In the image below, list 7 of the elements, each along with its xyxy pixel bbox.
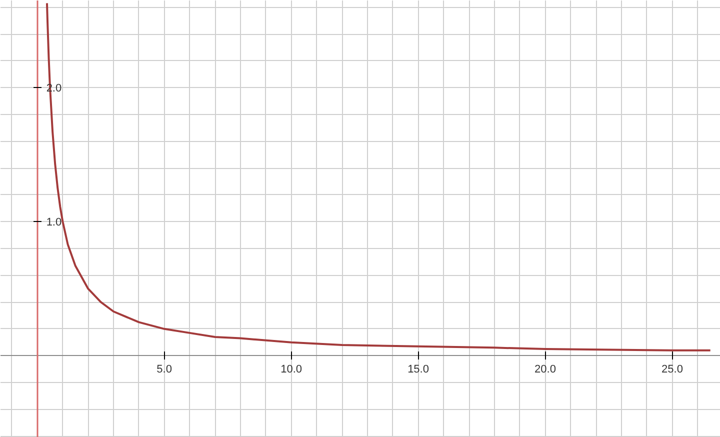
x-tick-label: 20.0: [534, 364, 556, 376]
x-tick-label: 25.0: [662, 364, 683, 376]
y-tick-label: 1.0: [46, 216, 62, 229]
x-tick-label: 5.0: [156, 364, 172, 376]
x-tick-label: 15.0: [408, 364, 429, 376]
line-series: [46, 2, 712, 352]
x-tick-label: 10.0: [280, 364, 302, 376]
